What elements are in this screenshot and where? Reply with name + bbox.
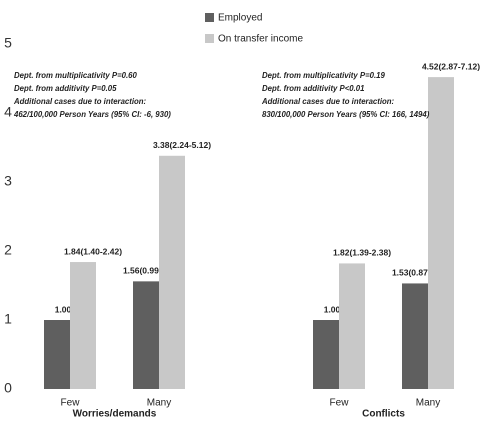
legend-label: Employed xyxy=(218,13,262,24)
legend-label: On transfer income xyxy=(218,34,303,45)
y-tick-label: 0 xyxy=(4,380,12,396)
x-tick-label: Few xyxy=(330,398,350,409)
value-label: 1.00 xyxy=(55,304,72,314)
value-label: 1.82(1.39-2.38) xyxy=(333,248,391,258)
value-label: 1.53(0.87-2.69) xyxy=(392,268,450,278)
bar xyxy=(133,281,159,389)
bar xyxy=(313,320,339,389)
annotation: Additional cases due to interaction: xyxy=(261,97,395,106)
value-label: 1.84(1.40-2.42) xyxy=(64,246,122,256)
y-tick-label: 5 xyxy=(4,35,12,51)
bar xyxy=(70,262,96,389)
annotation: Dept. from multiplicativity P=0.60 xyxy=(14,71,137,80)
bar xyxy=(402,283,428,389)
value-label: 1.00 xyxy=(324,304,341,314)
value-label: 4.52(2.87-7.12) xyxy=(422,61,480,71)
annotation: Additional cases due to interaction: xyxy=(13,97,147,106)
y-tick-label: 1 xyxy=(4,311,12,327)
x-tick-label: Many xyxy=(147,398,171,409)
x-tick-label: Many xyxy=(416,398,440,409)
legend-swatch xyxy=(205,13,214,22)
y-tick-label: 2 xyxy=(4,242,12,258)
bar xyxy=(44,320,70,389)
y-tick-label: 3 xyxy=(4,173,12,189)
value-label: 3.38(2.24-5.12) xyxy=(153,140,211,150)
annotation: Dept. from additivity P<0.01 xyxy=(262,84,364,93)
bar xyxy=(339,263,365,389)
annotation: 830/100,000 Person Years (95% CI: 166, 1… xyxy=(262,110,430,119)
bar xyxy=(428,77,454,390)
annotation: 462/100,000 Person Years (95% CI: -6, 93… xyxy=(13,110,171,119)
legend-swatch xyxy=(205,34,214,43)
annotation: Dept. from multiplicativity P=0.19 xyxy=(262,71,385,80)
group-label: Conflicts xyxy=(362,409,405,420)
x-tick-label: Few xyxy=(61,398,81,409)
annotation: Dept. from additivity P=0.05 xyxy=(14,84,117,93)
y-tick-label: 4 xyxy=(4,104,12,120)
bar xyxy=(159,155,185,389)
group-label: Worries/demands xyxy=(73,409,157,420)
value-label: 1.56(0.99-2.45) xyxy=(123,266,181,276)
